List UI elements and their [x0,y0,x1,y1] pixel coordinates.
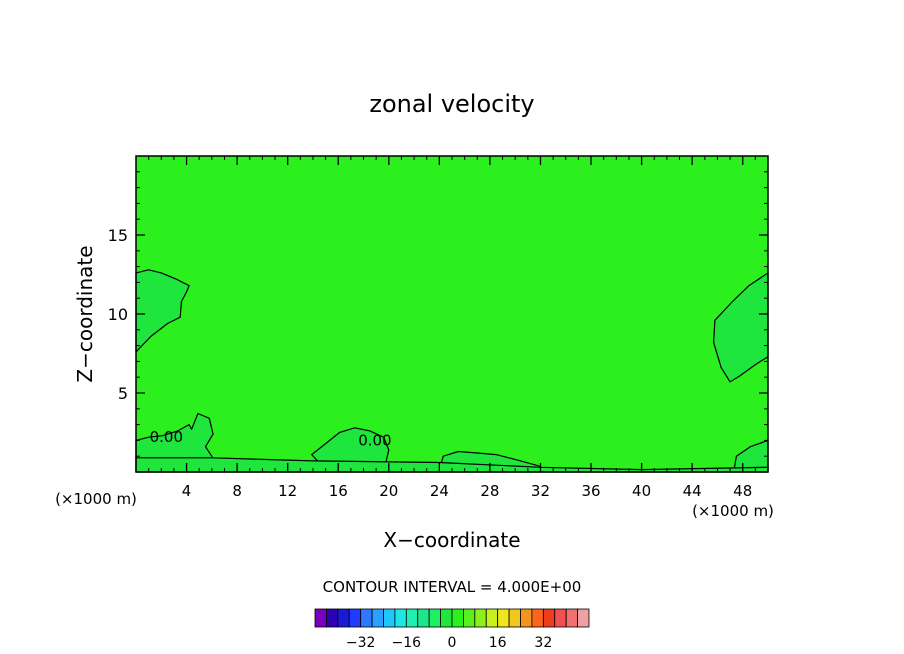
colorbar-swatch [565,608,578,628]
colorbar-tick-label: 0 [448,635,457,651]
contour-label-1: 0.00 [358,431,391,449]
colorbar-swatch [405,608,419,628]
colorbar-swatch [428,608,441,628]
colorbar-swatch [520,608,533,628]
colorbar-swatch [463,608,476,628]
colorbar-swatch [485,608,499,628]
x-tick-label: 36 [581,482,600,500]
x-tick-label: 44 [683,482,702,500]
colorbar-swatch [337,608,350,628]
x-tick-label: 40 [632,482,651,500]
x-tick-label: 48 [733,482,752,500]
colorbar-tick-label: 32 [534,635,552,651]
colorbar-swatch [326,608,339,628]
y-tick-label: 10 [108,305,128,324]
colorbar-swatch [508,608,521,628]
contour-region-1 [712,272,769,383]
y-tick-label: 15 [108,226,128,245]
x-tick-label: 20 [379,482,398,500]
colorbar-tick-label: −32 [346,635,376,651]
colorbar-swatch [542,608,556,628]
colorbar-swatch [371,608,384,628]
x-tick-label: 24 [430,482,449,500]
colorbar-swatch [348,608,362,628]
colorbar-swatch [383,608,396,628]
colorbar-swatch [394,608,407,628]
x-tick-label: 32 [531,482,550,500]
x-tick-label: 16 [329,482,348,500]
y-tick-label: 5 [118,384,128,403]
contour-region-0 [135,269,190,353]
contour-interval-label: CONTOUR INTERVAL = 4.000E+00 [323,578,582,596]
field-background [136,156,768,472]
x-unit-left: (×1000 m) [55,490,137,508]
x-tick-label: 12 [278,482,297,500]
colorbar-swatch [314,608,327,628]
colorbar-swatch [440,608,453,628]
colorbar-tick-label: 16 [489,635,507,651]
x-axis-label: X−coordinate [383,528,520,552]
colorbar-swatch [554,608,567,628]
colorbar-swatch [451,608,464,628]
y-axis-label: Z−coordinate [73,245,97,382]
x-tick-label: 4 [182,482,192,500]
colorbar-swatch [497,608,510,628]
colorbar-tick-label: −16 [392,635,422,651]
x-tick-label: 8 [232,482,242,500]
colorbar-swatch [577,608,590,628]
x-unit-right: (×1000 m) [692,502,774,520]
x-tick-label: 28 [480,482,499,500]
colorbar-swatch [474,608,487,628]
colorbar-swatch [417,608,430,628]
chart-title: zonal velocity [369,90,534,118]
colorbar-swatch [360,608,373,628]
plot-area: 0.00 0.00 [135,156,769,473]
colorbar: −32 −16 0 16 32 [314,608,590,651]
contour-label-0: 0.00 [150,428,183,446]
colorbar-swatch [531,608,544,628]
